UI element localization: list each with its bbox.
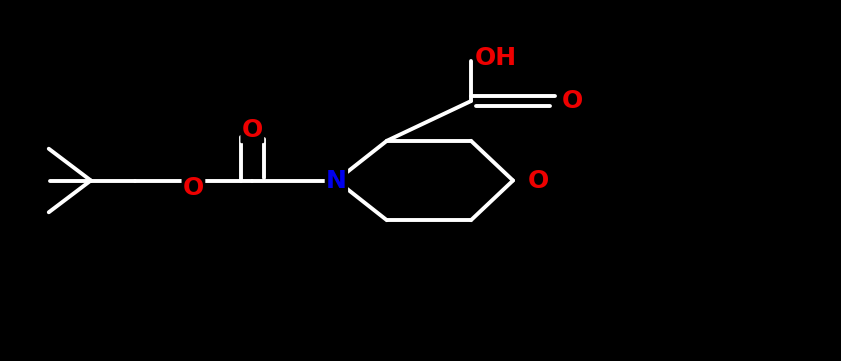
Text: O: O — [182, 176, 204, 200]
Text: O: O — [241, 118, 263, 142]
Text: N: N — [326, 169, 346, 192]
Text: O: O — [527, 169, 549, 192]
Text: O: O — [561, 89, 583, 113]
Text: OH: OH — [475, 46, 517, 70]
